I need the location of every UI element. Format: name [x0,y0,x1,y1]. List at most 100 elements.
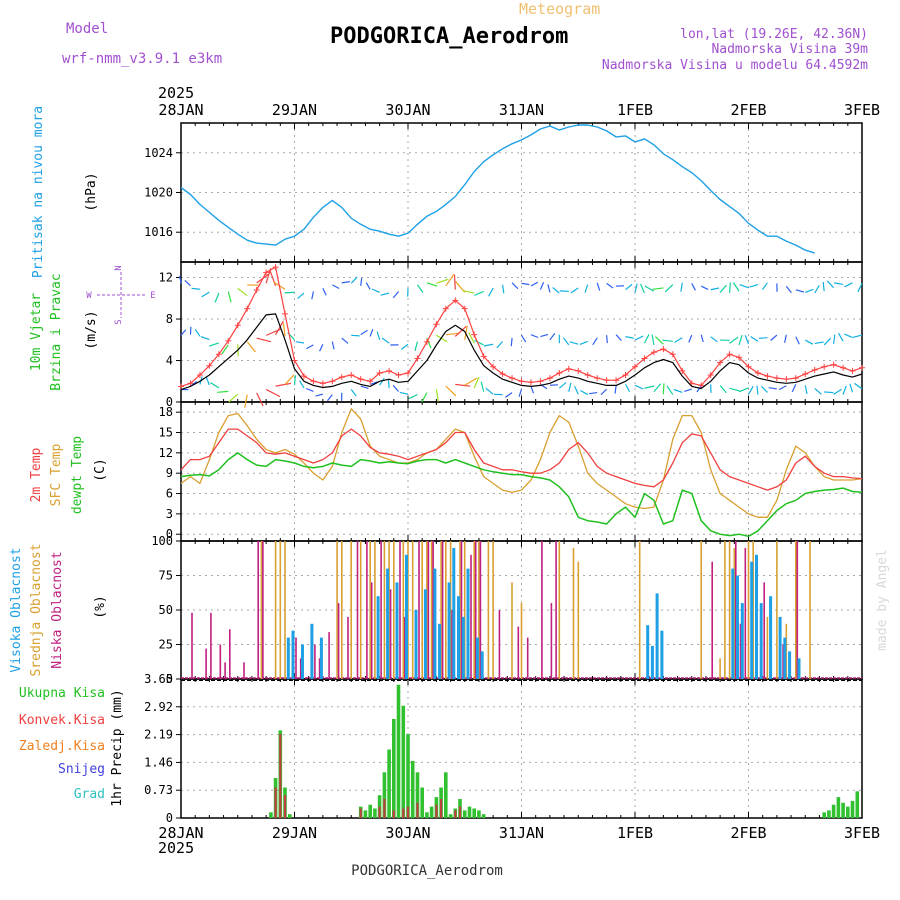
total-rain-bar [822,812,826,818]
wind-flag [327,394,333,402]
convective-rain-bar [283,795,287,818]
wind-flag [684,388,692,392]
cloud-mid-bar [336,541,338,679]
total-rain-bar [827,810,831,818]
cloud-high-bar [376,596,380,679]
wind-flag [596,282,601,291]
cloud-low-bar [243,662,245,679]
cloud-mid-bar [511,582,513,679]
wind-gust-point [310,378,317,385]
cloud-high-bar [660,630,664,679]
wind-gust-point [830,361,837,368]
cloud-low-bar [711,561,713,679]
compass-s: S [114,319,124,324]
cloud-high-bar [319,637,323,679]
cloud-mid-bar [700,541,702,679]
wind-flag [194,328,201,337]
wind-flag [480,381,485,392]
panel-pressure: 1016 1020 1024 [144,122,863,263]
cloud-mid-bar [638,541,641,679]
wind-flag [209,342,220,347]
convective-rain-bar [406,806,410,818]
wind-flag [539,282,545,290]
wind-gust-point [395,372,402,379]
wind-gust-point [669,351,676,358]
wind-flag [747,385,754,395]
model-altitude-text: Nadmorska Visina u modelu 64.4592m [602,58,868,73]
cloud-low-bar [224,662,226,679]
cloud-high-bar [447,582,451,679]
bottom-day-label: 1FEB [617,824,653,842]
wind-gust-point [509,375,516,382]
cloud-low-bar [441,541,444,679]
wind-flag [217,390,229,393]
cloud-mid-bar [430,541,433,679]
wind-flag [696,385,702,393]
y-tick-label: 2.19 [144,728,173,742]
wind-gust-point [641,355,648,362]
cloud-high-bar [759,603,763,679]
wind-flag [201,291,210,298]
convective-rain-bar [392,810,395,818]
convective-rain-bar [458,806,462,818]
wind-flag [332,284,340,290]
cloud-high-bar [475,637,479,679]
cloud-mid-bar [440,541,442,679]
cloud-low-bar [451,610,453,679]
wind-flag [246,341,256,353]
wind-flag [804,385,808,395]
wind-flag [322,288,327,296]
wind-flag [376,331,381,340]
cloud-low-bar [744,547,747,679]
wind-flag [615,334,622,342]
wind-gust-point [811,366,818,373]
wind-flag [688,334,693,343]
altitude-text: Nadmorska Visina 39m [711,42,868,57]
wind-flag [462,289,475,294]
wind-flag [842,385,847,395]
wind-flag [785,285,792,294]
wind-flag [530,334,539,339]
station-title: PODGORICA_Aerodrom [330,24,568,49]
cloud-low-bar [347,616,349,679]
wind-flag [700,285,709,290]
wind-gust-point [660,346,667,353]
cloud-low-bar [295,637,297,679]
cloud-high-bar [423,589,427,679]
y-tick-label: 3 [166,507,173,521]
cloud-low-bar [763,582,765,679]
wind-gust-point [745,363,752,370]
precip-unit-label: 1hr Precip (mm) [110,689,125,806]
wind-gust-point [442,305,449,312]
compass-e: E [150,291,155,301]
wind-gust-point [613,377,620,384]
cloud-high-bar [310,623,314,679]
wind-flag [295,341,305,344]
temp-unit-label: (C) [93,458,108,481]
wind-flag [833,334,836,345]
wind-flag [562,337,570,346]
convective-rain-bar [416,802,419,818]
convective-rain-bar [435,804,438,818]
cloud-high-bar [650,645,654,679]
wind-gust-point [726,351,733,358]
wind-flag [468,332,475,344]
wind-flag [474,290,484,297]
compass-w: W [86,291,92,301]
wind-flag [530,385,535,394]
bottom-day-label: 31JAN [499,824,544,842]
cloud-mid-bar [260,541,263,679]
wind-gust-point [282,310,289,317]
wind-gust-point [329,378,336,385]
wind-flag [496,341,504,349]
cloud-high-bar [452,547,456,679]
top-day-label: 29JAN [272,101,317,119]
bottom-day-label: 28JAN [158,824,203,842]
total-rain-bar [368,804,372,818]
total-rain-bar [401,705,406,818]
cloud-mid-bar [421,541,423,679]
total-rain-bar [462,810,467,818]
y-tick-label: 2.92 [144,700,173,714]
wind-flag [738,387,749,393]
wind-flag [445,273,455,287]
